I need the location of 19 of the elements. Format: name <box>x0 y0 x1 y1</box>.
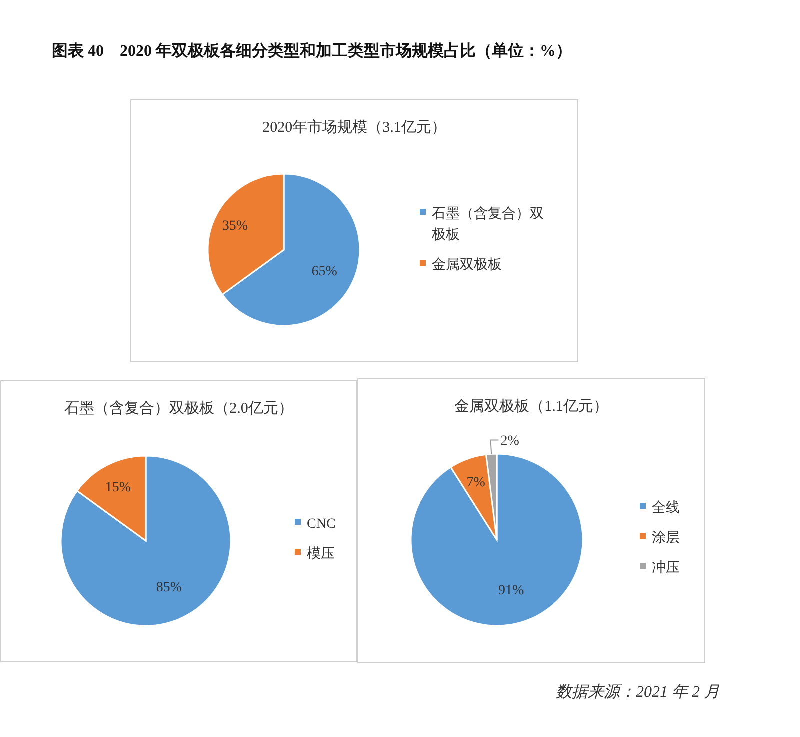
text: 图表 40 2020 年双极板各细分类型和加工类型市场规模占比（单位：%） <box>52 42 572 60</box>
legend-label: 涂层 <box>652 530 680 546</box>
legend-label: 石墨（含复合）双极板 <box>431 206 544 243</box>
source-note: 数据来源：2021 年 2 月 <box>556 683 720 701</box>
data-label: 2% <box>500 434 520 450</box>
chart-title: 金属双极板（1.1亿元） <box>454 398 608 415</box>
data-label: 91% <box>498 584 525 599</box>
chart-title: 石墨（含复合）双极板（2.0亿元） <box>64 400 294 417</box>
legend-label: CNC <box>307 517 336 532</box>
legend-label: 金属双极板 <box>432 257 502 273</box>
legend-label: 模压 <box>307 546 335 562</box>
legend-label: 冲压 <box>652 560 680 576</box>
data-label: 35% <box>222 219 248 234</box>
legend-label: 全线 <box>652 500 680 516</box>
data-label: 85% <box>156 580 182 596</box>
data-label: 65% <box>312 264 338 280</box>
chart-title: 2020年市场规模（3.1亿元） <box>262 119 446 136</box>
data-label: 15% <box>105 480 132 496</box>
data-label: 7% <box>466 476 486 491</box>
